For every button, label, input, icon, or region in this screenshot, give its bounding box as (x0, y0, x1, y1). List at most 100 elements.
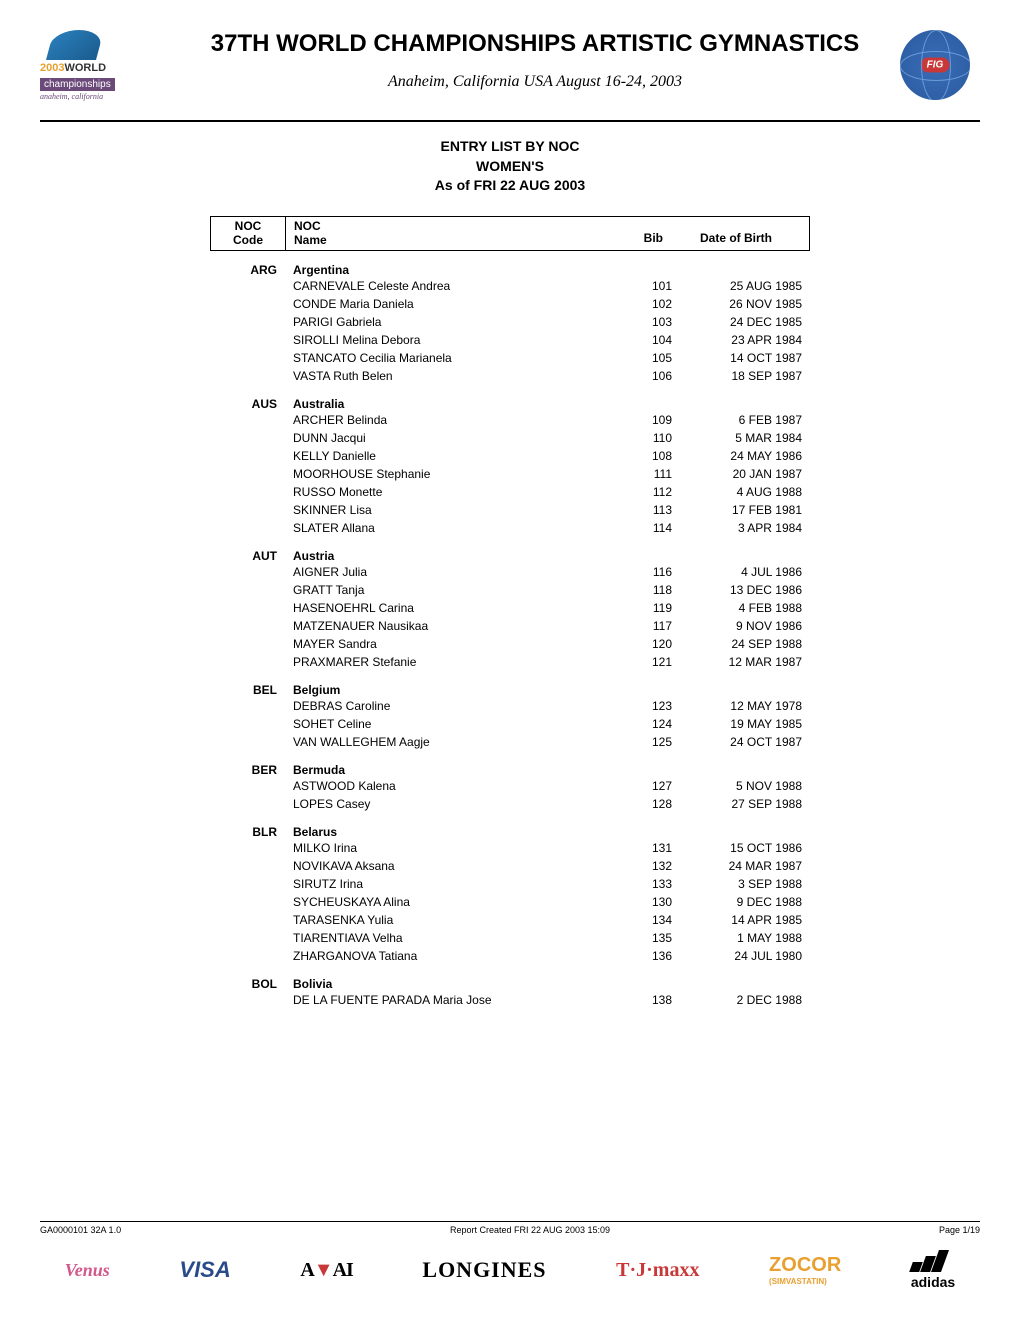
athlete-bib: 124 (620, 715, 680, 733)
country-header-row: ARGArgentina (210, 263, 810, 277)
athlete-name: PARIGI Gabriela (285, 313, 620, 331)
athlete-dob: 4 FEB 1988 (680, 599, 810, 617)
athlete-row: TARASENKA Yulia13414 APR 1985 (210, 911, 810, 929)
event-subtitle: Anaheim, California USA August 16-24, 20… (190, 73, 880, 91)
country-block: ARGArgentinaCARNEVALE Celeste Andrea1012… (210, 263, 810, 385)
country-header-row: AUSAustralia (210, 397, 810, 411)
athlete-dob: 9 DEC 1988 (680, 893, 810, 911)
athlete-bib: 110 (620, 429, 680, 447)
athlete-dob: 3 APR 1984 (680, 519, 810, 537)
athlete-dob: 24 DEC 1985 (680, 313, 810, 331)
document-titles: ENTRY LIST BY NOC WOMEN'S As of FRI 22 A… (40, 137, 980, 196)
country-block: BLRBelarusMILKO Irina13115 OCT 1986NOVIK… (210, 825, 810, 965)
athlete-name: DEBRAS Caroline (285, 697, 620, 715)
country-code: ARG (210, 263, 285, 277)
table-header-row: NOC Code NOC Name Bib Date of Birth (210, 216, 810, 251)
athlete-dob: 14 OCT 1987 (680, 349, 810, 367)
athlete-bib: 134 (620, 911, 680, 929)
athlete-bib: 123 (620, 697, 680, 715)
country-block: AUSAustraliaARCHER Belinda1096 FEB 1987D… (210, 397, 810, 537)
athlete-dob: 24 SEP 1988 (680, 635, 810, 653)
athlete-name: VAN WALLEGHEM Aagje (285, 733, 620, 751)
page-header: 2003WORLD championships anaheim, califor… (40, 30, 980, 122)
athlete-name: DE LA FUENTE PARADA Maria Jose (285, 991, 620, 1009)
athlete-dob: 1 MAY 1988 (680, 929, 810, 947)
athlete-row: PARIGI Gabriela10324 DEC 1985 (210, 313, 810, 331)
sponsor-visa: VISA (179, 1257, 230, 1283)
athlete-dob: 12 MAR 1987 (680, 653, 810, 671)
athlete-bib: 135 (620, 929, 680, 947)
athlete-row: SOHET Celine12419 MAY 1985 (210, 715, 810, 733)
athlete-row: AIGNER Julia1164 JUL 1986 (210, 563, 810, 581)
athlete-dob: 15 OCT 1986 (680, 839, 810, 857)
country-name: Bermuda (285, 763, 810, 777)
athlete-name: SLATER Allana (285, 519, 620, 537)
athlete-bib: 136 (620, 947, 680, 965)
athlete-bib: 120 (620, 635, 680, 653)
country-name: Argentina (285, 263, 810, 277)
athlete-dob: 25 AUG 1985 (680, 277, 810, 295)
athlete-row: ZHARGANOVA Tatiana13624 JUL 1980 (210, 947, 810, 965)
athlete-row: MOORHOUSE Stephanie11120 JAN 1987 (210, 465, 810, 483)
country-code: BER (210, 763, 285, 777)
athlete-name: STANCATO Cecilia Marianela (285, 349, 620, 367)
header-center: 37TH WORLD CHAMPIONSHIPS ARTISTIC GYMNAS… (170, 30, 900, 91)
athlete-dob: 4 JUL 1986 (680, 563, 810, 581)
athlete-name: ZHARGANOVA Tatiana (285, 947, 620, 965)
country-name: Belarus (285, 825, 810, 839)
athlete-row: MATZENAUER Nausikaa1179 NOV 1986 (210, 617, 810, 635)
athlete-name: ASTWOOD Kalena (285, 777, 620, 795)
fig-badge: FIG (921, 58, 950, 73)
athlete-row: VASTA Ruth Belen10618 SEP 1987 (210, 367, 810, 385)
athlete-name: AIGNER Julia (285, 563, 620, 581)
athlete-name: KELLY Danielle (285, 447, 620, 465)
logo-championships: championships (40, 78, 115, 91)
athlete-dob: 20 JAN 1987 (680, 465, 810, 483)
athlete-bib: 118 (620, 581, 680, 599)
athlete-name: CONDE Maria Daniela (285, 295, 620, 313)
athlete-row: DE LA FUENTE PARADA Maria Jose1382 DEC 1… (210, 991, 810, 1009)
athlete-row: SLATER Allana1143 APR 1984 (210, 519, 810, 537)
footer-right: Page 1/19 (939, 1225, 980, 1235)
athlete-bib: 121 (620, 653, 680, 671)
sponsor-aai: A▼AI (300, 1259, 352, 1282)
athlete-dob: 24 JUL 1980 (680, 947, 810, 965)
athlete-dob: 6 FEB 1987 (680, 411, 810, 429)
athlete-bib: 113 (620, 501, 680, 519)
athlete-bib: 106 (620, 367, 680, 385)
athlete-name: SKINNER Lisa (285, 501, 620, 519)
athlete-dob: 24 MAY 1986 (680, 447, 810, 465)
athlete-row: GRATT Tanja11813 DEC 1986 (210, 581, 810, 599)
athlete-name: PRAXMARER Stefanie (285, 653, 620, 671)
athlete-row: STANCATO Cecilia Marianela10514 OCT 1987 (210, 349, 810, 367)
country-header-row: BERBermuda (210, 763, 810, 777)
sponsor-adidas: adidas (911, 1250, 955, 1290)
country-name: Bolivia (285, 977, 810, 991)
athlete-name: TARASENKA Yulia (285, 911, 620, 929)
athlete-bib: 131 (620, 839, 680, 857)
athlete-name: NOVIKAVA Aksana (285, 857, 620, 875)
athlete-bib: 102 (620, 295, 680, 313)
athlete-bib: 104 (620, 331, 680, 349)
country-header-row: BELBelgium (210, 683, 810, 697)
athlete-row: TIARENTIAVA Velha1351 MAY 1988 (210, 929, 810, 947)
athlete-row: MAYER Sandra12024 SEP 1988 (210, 635, 810, 653)
athlete-row: RUSSO Monette1124 AUG 1988 (210, 483, 810, 501)
athlete-row: SIRUTZ Irina1333 SEP 1988 (210, 875, 810, 893)
athlete-name: MOORHOUSE Stephanie (285, 465, 620, 483)
footer-left: GA0000101 32A 1.0 (40, 1225, 121, 1235)
athlete-row: VAN WALLEGHEM Aagje12524 OCT 1987 (210, 733, 810, 751)
country-header-row: AUTAustria (210, 549, 810, 563)
athlete-dob: 23 APR 1984 (680, 331, 810, 349)
athlete-row: SKINNER Lisa11317 FEB 1981 (210, 501, 810, 519)
athlete-name: MAYER Sandra (285, 635, 620, 653)
country-header-row: BOLBolivia (210, 977, 810, 991)
country-header-row: BLRBelarus (210, 825, 810, 839)
th-dob: Date of Birth (671, 229, 801, 247)
athlete-row: ASTWOOD Kalena1275 NOV 1988 (210, 777, 810, 795)
athlete-name: LOPES Casey (285, 795, 620, 813)
athlete-name: CARNEVALE Celeste Andrea (285, 277, 620, 295)
country-name: Australia (285, 397, 810, 411)
athlete-bib: 101 (620, 277, 680, 295)
athlete-bib: 125 (620, 733, 680, 751)
